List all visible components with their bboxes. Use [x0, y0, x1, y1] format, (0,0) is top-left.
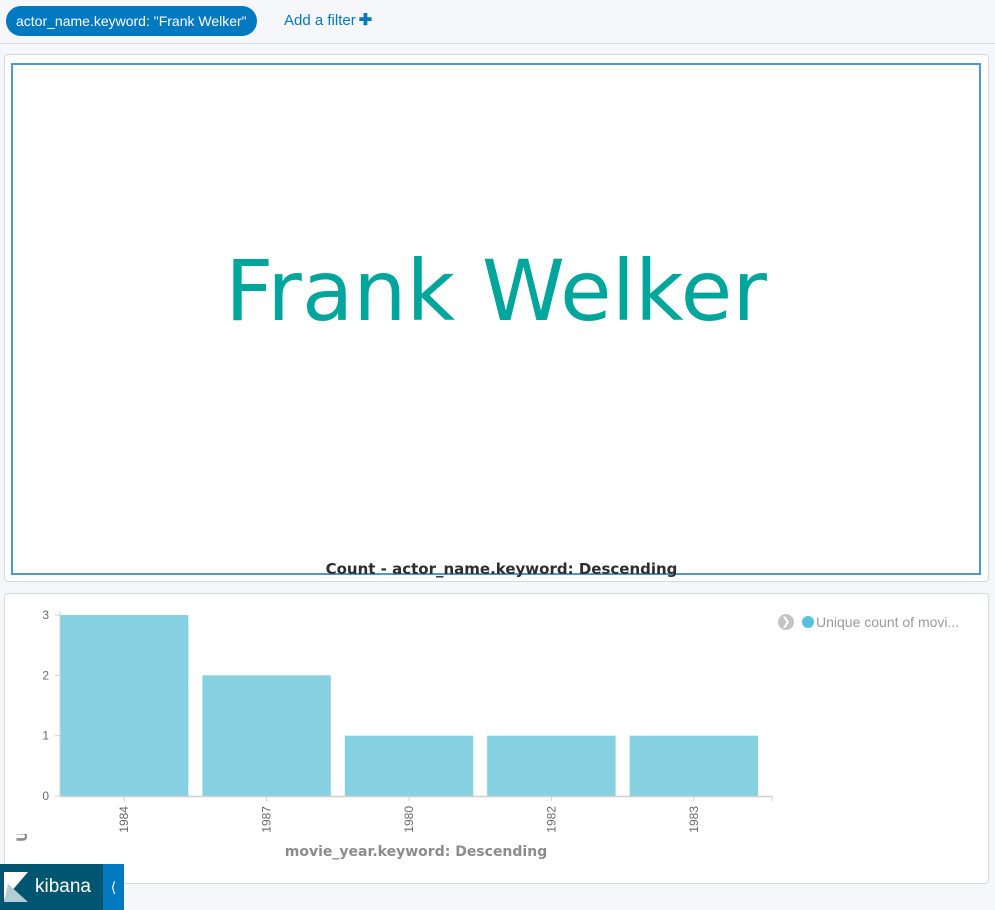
bar-1982[interactable]	[487, 735, 616, 796]
metric-label: Count - actor_name.keyword: Descending	[325, 560, 678, 578]
x-tick-label: 1987	[260, 806, 274, 833]
filter-pill-actor-name[interactable]: actor_name.keyword: "Frank Welker"	[6, 6, 257, 36]
bar-1987[interactable]	[202, 675, 331, 796]
plus-icon: ✚	[358, 12, 373, 29]
y-tick-label: 3	[42, 608, 49, 622]
x-axis-label: movie_year.keyword: Descending	[285, 844, 547, 860]
x-tick-label: 1982	[544, 806, 558, 833]
add-filter-button[interactable]: Add a filter ✚	[284, 11, 372, 31]
y-tick-label: 0	[42, 789, 49, 803]
chevron-right-icon[interactable]: ❯	[778, 614, 794, 631]
x-tick-label: 1984	[117, 806, 131, 833]
filter-bar: actor_name.keyword: "Frank Welker" Add a…	[0, 0, 995, 44]
metric-panel: Frank Welker Count - actor_name.keyword:…	[4, 54, 989, 582]
bar-1984[interactable]	[60, 615, 189, 796]
collapse-left-icon[interactable]: ⟨	[103, 864, 124, 910]
x-tick-label: 1980	[402, 806, 416, 833]
y-axis-label: Unique count of movie_name.keyw	[15, 594, 31, 842]
metric-value: Frank Welker	[225, 242, 767, 340]
chart-panel: 0 1 2 3 1984 1987 1980 1982 1983 movie_year.keywo…	[4, 593, 989, 884]
y-tick-label: 1	[42, 729, 49, 743]
y-tick-label: 2	[42, 668, 49, 682]
x-tick-label: 1983	[687, 806, 701, 833]
kibana-logo-icon	[4, 872, 28, 902]
bar-1980[interactable]	[344, 735, 474, 796]
chart-legend: ❯ Unique count of movi...	[778, 613, 959, 633]
metric-frame[interactable]: Frank Welker	[11, 63, 981, 575]
kibana-logo[interactable]: kibana	[0, 864, 103, 910]
kibana-logo-label: kibana	[35, 876, 91, 897]
legend-series-label[interactable]: Unique count of movi...	[816, 614, 960, 631]
add-filter-label: Add a filter	[284, 12, 356, 29]
bar-1983[interactable]	[629, 735, 758, 796]
bar-chart: 0 1 2 3 1984 1987 1980 1982 1983 movie_year.keywo…	[15, 594, 773, 860]
legend-series-dot	[802, 616, 814, 629]
